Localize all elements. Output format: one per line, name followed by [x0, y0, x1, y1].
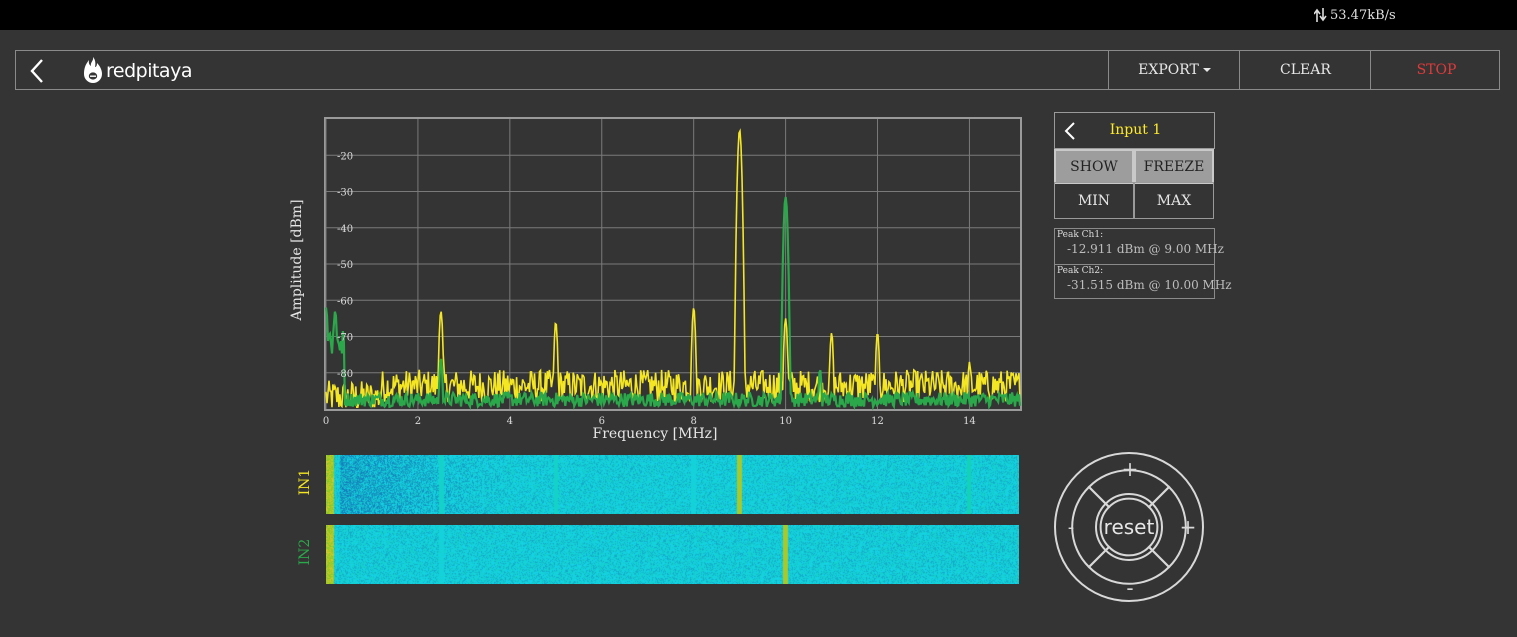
zoom-pad-outer-ring: [1054, 452, 1204, 602]
spectrum-chart[interactable]: 0 2 4 6 8 10 12 14 -20 -30 -40 -50 -60 -70 -80 Frequen…: [280, 110, 1040, 450]
x-tick-label: 2: [415, 416, 421, 427]
x-tick-label: 8: [690, 416, 696, 427]
show-label: SHOW: [1070, 158, 1118, 175]
net-speed-text: 53.47kB/s: [1330, 7, 1396, 23]
waterfall-in2-label: IN2: [297, 538, 313, 566]
export-label: EXPORT: [1138, 62, 1199, 78]
net-speed-indicator: 53.47kB/s: [1314, 7, 1396, 23]
panel-title: Input 1: [1109, 122, 1162, 138]
freeze-button[interactable]: FREEZE: [1134, 149, 1214, 184]
x-tick-label: 12: [871, 416, 884, 427]
x-tick-label: 0: [323, 416, 329, 427]
waterfall-in2: [326, 525, 1019, 584]
waterfall-in1-label: IN1: [297, 468, 313, 496]
y-tick-label: -70: [337, 333, 353, 344]
y-tick-label: -50: [337, 260, 353, 271]
back-button[interactable]: [26, 57, 50, 85]
max-button[interactable]: MAX: [1134, 182, 1214, 219]
stop-label: STOP: [1416, 62, 1457, 78]
min-button[interactable]: MIN: [1054, 182, 1134, 219]
y-tick-label: -30: [337, 188, 353, 199]
redpitaya-logo: redpitaya: [82, 56, 192, 86]
status-bar: 53.47kB/s: [0, 0, 1517, 30]
minus-left-icon: -: [1068, 517, 1075, 538]
reset-label: reset: [1104, 515, 1155, 539]
chevron-left-icon: [30, 59, 43, 83]
y-tick-label: -80: [337, 369, 353, 380]
zoom-out-horizontal-button[interactable]: [1071, 485, 1111, 569]
x-tick-label: 6: [599, 416, 605, 427]
y-tick-label: -60: [337, 296, 353, 307]
panel-back-button[interactable]: [1063, 121, 1077, 141]
x-axis-label: Frequency [MHz]: [592, 426, 717, 442]
peak-readout: Peak Ch1: -12.911 dBm @ 9.00 MHz Peak Ch…: [1054, 228, 1232, 299]
series-line-in2: [324, 196, 1022, 411]
clear-label: CLEAR: [1280, 62, 1331, 78]
freeze-label: FREEZE: [1143, 158, 1205, 175]
app-header: redpitaya EXPORT CLEAR STOP: [15, 50, 1500, 90]
plus-top-icon: +: [1122, 457, 1139, 481]
peak-ch1-label: Peak Ch1:: [1057, 230, 1104, 240]
x-tick-label: 4: [507, 416, 513, 427]
show-button[interactable]: SHOW: [1054, 149, 1134, 184]
flame-logo-icon: [84, 57, 102, 83]
peak-ch1-value: -12.911 dBm @ 9.00 MHz: [1067, 242, 1224, 256]
peak-ch2-row: Peak Ch2: -31.515 dBm @ 10.00 MHz: [1055, 264, 1232, 299]
max-label: MAX: [1156, 192, 1192, 209]
reset-button[interactable]: [1095, 493, 1163, 561]
peak-ch2-value: -31.515 dBm @ 10.00 MHz: [1067, 278, 1232, 292]
x-tick-label: 14: [963, 416, 976, 427]
stop-button[interactable]: STOP: [1370, 51, 1502, 89]
export-dropdown-button[interactable]: EXPORT: [1108, 51, 1240, 89]
transfer-arrows-icon: [1314, 7, 1327, 23]
y-tick-label: -40: [337, 224, 353, 235]
waterfall-in1: [326, 455, 1019, 514]
peak-ch1-row: Peak Ch1: -12.911 dBm @ 9.00 MHz: [1055, 229, 1224, 263]
y-tick-label: -20: [337, 151, 353, 162]
peak-ch2-label: Peak Ch2:: [1057, 266, 1104, 276]
zoom-control-pad: reset + - - +: [1054, 452, 1204, 602]
zoom-in-horizontal-button[interactable]: [1147, 485, 1187, 569]
clear-button[interactable]: CLEAR: [1239, 51, 1371, 89]
caret-down-icon: [1202, 68, 1211, 72]
y-axis-label: Amplitude [dBm]: [289, 199, 305, 321]
plus-right-icon: +: [1180, 515, 1197, 539]
x-tick-label: 10: [779, 416, 792, 427]
panel-header: Input 1: [1054, 112, 1215, 149]
min-label: MIN: [1077, 192, 1111, 209]
logo-text: redpitaya: [106, 60, 192, 82]
chevron-left-icon: [1064, 122, 1075, 140]
minus-bottom-icon: -: [1126, 576, 1133, 600]
